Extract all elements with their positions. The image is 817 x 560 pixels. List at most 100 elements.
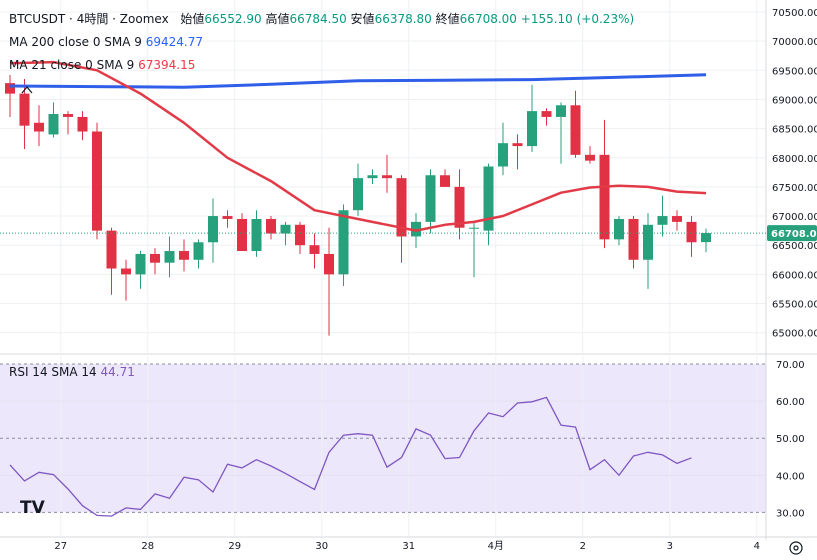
- candle: [309, 233, 320, 269]
- candle-body: [135, 253, 146, 275]
- tradingview-logo: TV: [20, 498, 46, 518]
- candle-body: [556, 105, 566, 117]
- candle-body: [454, 186, 465, 228]
- candle-body: [483, 166, 494, 231]
- candle-body: [541, 111, 552, 117]
- candle: [628, 216, 639, 269]
- gear-inner: [793, 545, 799, 551]
- candle-body: [614, 218, 624, 240]
- price-tag-text: 66708.00: [771, 229, 817, 240]
- gear-outer: [789, 541, 803, 555]
- symbol-label[interactable]: BTCUSDT: [9, 12, 66, 26]
- candle-body: [396, 178, 407, 237]
- candle: [367, 169, 378, 184]
- candle-body: [19, 93, 30, 126]
- candle-body: [570, 105, 581, 155]
- timeframe-label[interactable]: 4時間: [76, 12, 109, 26]
- price-axis-label: 67500.00: [772, 183, 817, 194]
- candle: [164, 236, 175, 278]
- time-axis-label: 29: [228, 541, 241, 552]
- exchange-label: Zoomex: [119, 12, 169, 26]
- time-axis-label: 2: [580, 541, 586, 552]
- candle-body: [324, 253, 334, 275]
- candle-body: [527, 111, 537, 147]
- candle: [672, 210, 682, 231]
- price-axis-label: 69000.00: [772, 95, 817, 106]
- current-price-tag: 66708.00: [767, 225, 817, 242]
- candle: [92, 122, 102, 240]
- candle: [179, 239, 189, 272]
- rsi-label: RSI 14 SMA 14: [9, 365, 97, 379]
- rsi-axis-label: 70.00: [776, 360, 805, 371]
- candle-body: [643, 224, 653, 260]
- ma21-line: [9, 60, 707, 232]
- candle: [425, 169, 436, 234]
- candle: [63, 111, 73, 135]
- settings-gear-icon[interactable]: [789, 541, 803, 555]
- candle-body: [222, 216, 233, 219]
- candle: [440, 169, 450, 187]
- chart-legend-header: BTCUSDT · 4時間 · Zoomex 始値66552.90 高値6678…: [9, 12, 635, 26]
- candle: [585, 146, 595, 164]
- candle: [512, 134, 523, 170]
- rsi-axis-label: 40.00: [776, 471, 805, 482]
- price-axis-label: 66000.00: [772, 270, 817, 281]
- time-axis-label: 31: [402, 541, 415, 552]
- low-label: 安値: [350, 12, 375, 26]
- ma21-label: MA 21 close 0 SMA 9: [9, 58, 135, 72]
- ma200-value: 69424.77: [145, 35, 203, 49]
- candle-body: [411, 221, 421, 237]
- candle-body: [92, 131, 102, 231]
- candle: [5, 74, 15, 117]
- candle-body: [585, 154, 595, 161]
- candle-body: [440, 175, 450, 187]
- time-axis-label: 3: [667, 541, 673, 552]
- candle: [135, 251, 146, 289]
- open-label: 始値: [180, 12, 205, 26]
- rsi-legend[interactable]: RSI 14 SMA 14 44.71: [9, 365, 135, 379]
- candle: [251, 210, 262, 257]
- close-value: 66708.00: [459, 12, 517, 26]
- candle-body: [34, 122, 44, 132]
- candle: [106, 227, 117, 295]
- candle-body: [164, 251, 175, 263]
- price-tag-bg: [767, 225, 817, 242]
- time-axis-label: 30: [315, 541, 328, 552]
- price-axis-label: 68500.00: [772, 125, 817, 136]
- price-axis-label: 65500.00: [772, 300, 817, 311]
- candle-body: [512, 143, 523, 147]
- candle: [483, 163, 494, 246]
- ma21-value: 67394.15: [138, 58, 196, 72]
- price-axis-label: 69500.00: [772, 66, 817, 77]
- candle: [527, 84, 537, 152]
- candle: [556, 102, 566, 164]
- candle-body: [469, 227, 479, 229]
- candle-body: [208, 216, 218, 243]
- ma200-legend[interactable]: MA 200 close 0 SMA 9 69424.77: [9, 35, 203, 49]
- ma21-legend[interactable]: MA 21 close 0 SMA 9 67394.15: [9, 58, 195, 72]
- candle: [541, 108, 552, 126]
- candle-body: [701, 233, 711, 243]
- candle-body: [353, 178, 363, 211]
- candle-body: [121, 268, 131, 275]
- candle-body: [599, 154, 610, 240]
- price-axis-label: 70000.00: [772, 37, 817, 48]
- candle-body: [266, 218, 276, 234]
- candle-body: [425, 175, 436, 222]
- candle: [657, 195, 668, 237]
- candle: [469, 221, 479, 278]
- candle-body: [498, 143, 508, 167]
- time-axis-label: 27: [54, 541, 67, 552]
- candle-body: [193, 242, 204, 260]
- candle-body: [338, 210, 349, 275]
- chevron-up-icon: [21, 86, 33, 94]
- candle-body: [77, 116, 88, 132]
- price-axis-label: 67000.00: [772, 212, 817, 223]
- rsi-axis-label: 50.00: [776, 434, 805, 445]
- candle: [121, 259, 131, 301]
- open-value: 66552.90: [204, 12, 262, 26]
- rsi-axis-label: 30.00: [776, 508, 805, 519]
- candle-body: [686, 221, 697, 243]
- candle: [396, 175, 407, 263]
